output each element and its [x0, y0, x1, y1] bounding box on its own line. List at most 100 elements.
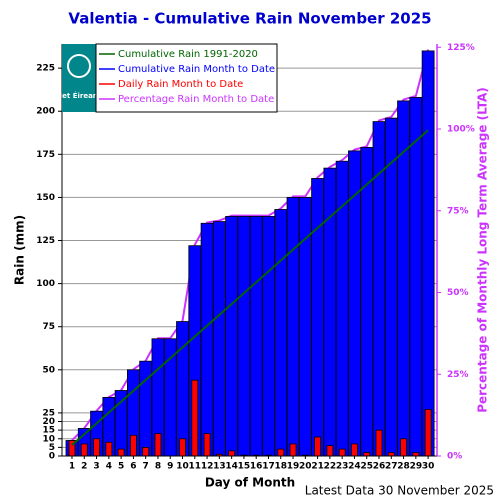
- bar: [200, 222, 214, 457]
- logo-text: Met Éireann: [55, 91, 103, 100]
- bar: [249, 215, 263, 457]
- bar: [387, 452, 395, 457]
- x-tick-label: 26: [373, 462, 386, 472]
- y-tick-label: 25: [42, 408, 55, 418]
- x-tick-label: 21: [311, 462, 324, 472]
- y-tick-label: 50: [42, 365, 55, 375]
- x-tick-label: 14: [225, 462, 238, 472]
- footer: Latest Data 30 November 2025: [305, 484, 494, 498]
- y2-axis-label: Percentage of Monthly Long Term Average …: [476, 87, 490, 413]
- x-tick-label: 30: [422, 462, 435, 472]
- legend-label: Daily Rain Month to Date: [118, 79, 243, 90]
- bar: [274, 209, 288, 457]
- x-tick-label: 25: [360, 462, 373, 472]
- x-tick-label: 12: [201, 462, 214, 472]
- bar: [314, 436, 322, 457]
- y-tick-label: 15: [42, 426, 55, 436]
- bar: [179, 438, 186, 457]
- x-tick-label: 24: [348, 462, 361, 472]
- x-tick-label: 29: [410, 462, 423, 472]
- legend-label: Percentage Rain Month to Date: [118, 94, 274, 105]
- x-tick-label: 19: [287, 462, 300, 472]
- x-tick-label: 5: [118, 462, 124, 472]
- y2-tick-label: 0%: [447, 452, 462, 462]
- y2-tick-label: 125%: [447, 43, 475, 53]
- y-tick-label: 175: [36, 150, 55, 160]
- bar: [277, 448, 285, 457]
- x-axis-label: Day of Month: [205, 476, 295, 490]
- x-tick-label: 9: [167, 462, 173, 472]
- bar: [225, 215, 239, 457]
- x-tick-label: 3: [93, 462, 99, 472]
- bar: [286, 197, 300, 457]
- y2-tick-label: 100%: [447, 125, 475, 135]
- bar: [326, 445, 334, 457]
- y2-tick-label: 25%: [447, 370, 469, 380]
- x-tick-label: 17: [262, 462, 275, 472]
- line-series: [71, 129, 429, 446]
- x-tick-label: 6: [130, 462, 136, 472]
- bar: [397, 100, 410, 457]
- bar: [412, 452, 420, 457]
- logo-mark: [67, 54, 91, 78]
- bar: [117, 448, 125, 457]
- bar: [360, 147, 374, 457]
- x-tick-label: 10: [176, 462, 189, 472]
- bar: [93, 438, 100, 457]
- bar: [212, 221, 226, 457]
- y-tick-label: 75: [42, 322, 55, 332]
- bar: [424, 409, 432, 457]
- x-tick-label: 13: [213, 462, 226, 472]
- x-tick-label: 16: [250, 462, 263, 472]
- bar: [372, 121, 386, 457]
- x-tick-label: 11: [189, 462, 202, 472]
- y-tick-label: 150: [36, 193, 55, 203]
- bar: [129, 434, 137, 457]
- y2-tick-label: 75%: [447, 206, 469, 216]
- bar: [384, 117, 398, 457]
- bar: [400, 438, 407, 457]
- x-tick-label: 28: [397, 462, 410, 472]
- bar: [323, 167, 337, 457]
- legend-label: Cumulative Rain 1991-2020: [118, 49, 258, 60]
- y-tick-label: 100: [36, 279, 55, 289]
- x-tick-label: 27: [385, 462, 398, 472]
- bar: [163, 338, 177, 457]
- bar: [142, 446, 150, 457]
- bar: [262, 215, 275, 457]
- bar: [409, 97, 423, 457]
- bar: [176, 321, 189, 457]
- x-tick-label: 7: [143, 462, 149, 472]
- bar: [228, 450, 236, 457]
- bar: [203, 433, 211, 457]
- bar: [80, 443, 88, 457]
- x-tick-label: 4: [106, 462, 112, 472]
- bar: [154, 433, 162, 457]
- legend: [95, 43, 278, 113]
- y-tick-label: 225: [36, 64, 55, 74]
- bar: [114, 390, 128, 457]
- x-tick-label: 15: [238, 462, 251, 472]
- x-tick-label: 23: [336, 462, 349, 472]
- x-tick-label: 20: [299, 462, 312, 472]
- bar: [105, 441, 113, 457]
- y-axis-label: Rain (mm): [13, 215, 27, 285]
- x-tick-label: 8: [155, 462, 161, 472]
- bar: [363, 452, 371, 457]
- bar: [421, 50, 435, 457]
- bar: [311, 178, 325, 457]
- x-tick-label: 18: [274, 462, 287, 472]
- y-tick-label: 0: [49, 452, 55, 462]
- y-tick-label: 5: [49, 443, 55, 453]
- y-tick-label: 20: [42, 417, 55, 427]
- bar: [237, 215, 251, 457]
- y-tick-label: 200: [36, 107, 55, 117]
- x-tick-label: 2: [81, 462, 87, 472]
- x-tick-label: 22: [324, 462, 337, 472]
- bar: [289, 443, 297, 457]
- bar: [191, 379, 199, 457]
- y-tick-label: 125: [36, 236, 55, 246]
- bar: [375, 429, 383, 457]
- y2-tick-label: 50%: [447, 288, 469, 298]
- x-tick-label: 1: [69, 462, 75, 472]
